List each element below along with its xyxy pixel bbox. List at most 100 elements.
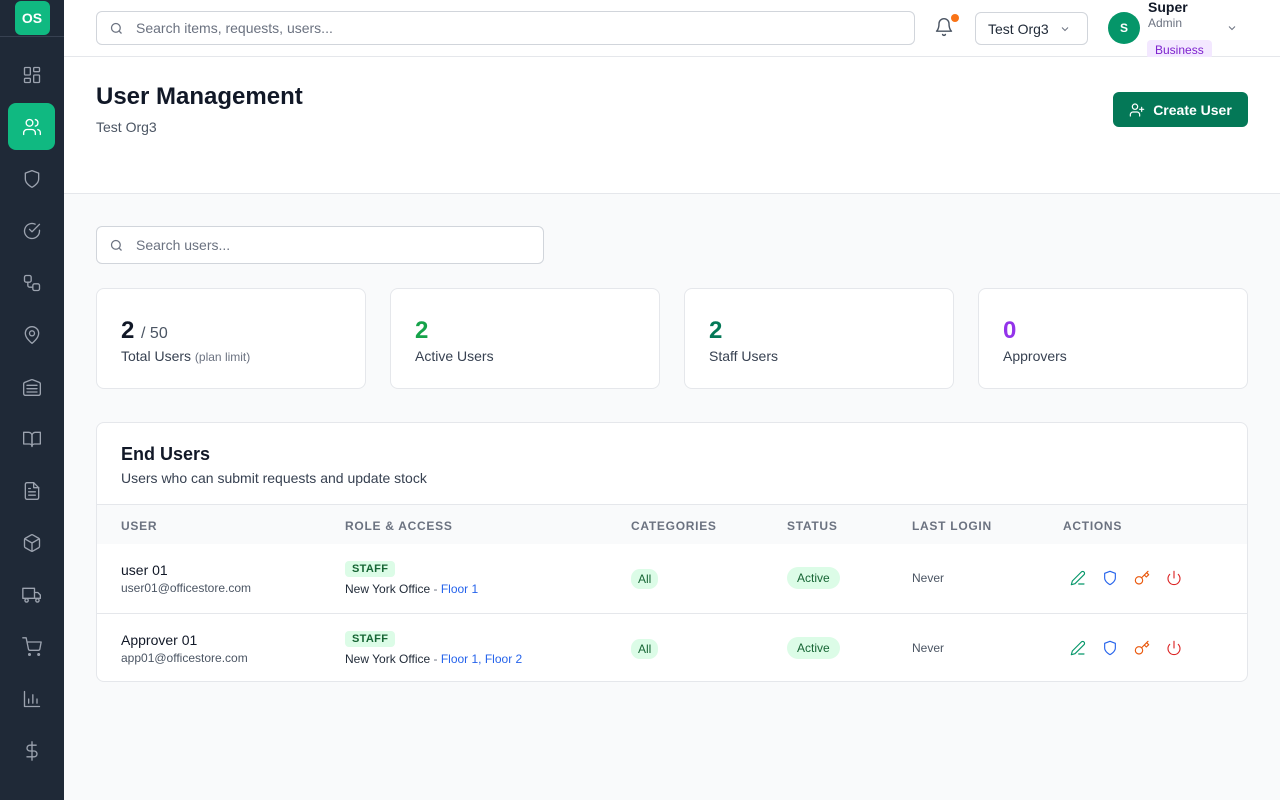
page-title: User Management — [96, 83, 303, 110]
reset-password-button[interactable] — [1133, 639, 1151, 657]
deactivate-button[interactable] — [1165, 639, 1183, 657]
shield-icon — [1104, 570, 1116, 586]
plan-badge: Business — [1147, 40, 1212, 59]
page-header: User Management Test Org3 Create User — [64, 57, 1280, 194]
categories-cell: All — [631, 639, 659, 659]
avatar[interactable]: S — [1108, 12, 1140, 44]
package-icon — [23, 533, 40, 552]
end-users-card: End Users Users who can submit requests … — [96, 422, 1248, 682]
sidebar-item-locations[interactable] — [8, 311, 55, 358]
floor-list: Floor 1 — [440, 582, 479, 596]
search-icon — [110, 239, 122, 251]
sidebar-item-users[interactable] — [8, 103, 55, 150]
app-logo[interactable]: OS — [14, 1, 50, 35]
user-name: user 01 — [121, 562, 168, 578]
org-selector[interactable]: Test Org3 — [975, 12, 1088, 45]
sidebar-item-workflow[interactable] — [8, 259, 55, 306]
chevron-down-icon — [1061, 26, 1069, 31]
approvers-label: Approvers — [1003, 348, 1067, 364]
user-name: Approver 01 — [121, 632, 198, 648]
sidebar-item-deliveries[interactable] — [8, 571, 55, 618]
sidebar-item-documents[interactable] — [8, 467, 55, 514]
stat-total-users: 2 / 50 Total Users (plan limit) — [96, 288, 366, 389]
global-search-input[interactable] — [136, 20, 861, 36]
categories-cell: All — [631, 569, 659, 589]
table-row[interactable]: user 01 user01@officestore.com STAFF New… — [97, 544, 1247, 613]
user-email: user01@officestore.com — [121, 581, 252, 595]
location: New York Office - Floor 1 — [345, 582, 478, 596]
sidebar-item-warehouse[interactable] — [8, 363, 55, 410]
create-user-label: Create User — [1153, 101, 1232, 118]
total-users-label: Total Users — [121, 348, 192, 364]
column-header-actions: ACTIONS — [1063, 519, 1123, 533]
edit-user-button[interactable] — [1069, 639, 1087, 657]
permissions-button[interactable] — [1101, 639, 1119, 657]
sidebar-item-security[interactable] — [8, 155, 55, 202]
total-users-value: 2 — [121, 317, 135, 344]
column-header-user[interactable]: USER — [121, 519, 158, 533]
sidebar-item-orders[interactable] — [8, 623, 55, 670]
pencil-icon — [1070, 640, 1086, 656]
stat-staff-users: 2 Staff Users — [684, 288, 954, 389]
office-name: New York Office — [345, 582, 431, 596]
card-description: Users who can submit requests and update… — [121, 470, 427, 486]
categories-badge: All — [631, 639, 659, 659]
user-search-input[interactable] — [136, 237, 527, 253]
location: New York Office - Floor 1, Floor 2 — [345, 652, 522, 666]
last-login: Never — [912, 571, 945, 585]
global-search[interactable] — [96, 11, 915, 45]
user-menu-toggle[interactable] — [1226, 21, 1238, 39]
location-separator: - — [430, 582, 441, 596]
deactivate-button[interactable] — [1165, 569, 1183, 587]
user-role: Admin — [1148, 16, 1183, 30]
column-header-role[interactable]: ROLE & ACCESS — [345, 519, 453, 533]
categories-badge: All — [631, 569, 659, 589]
warehouse-icon — [22, 378, 41, 396]
power-icon — [1167, 640, 1181, 656]
sidebar-item-approvals[interactable] — [8, 207, 55, 254]
check-circle-icon — [23, 222, 40, 239]
sidebar-item-catalog[interactable] — [8, 415, 55, 462]
sidebar-item-reports[interactable] — [8, 675, 55, 722]
permissions-button[interactable] — [1101, 569, 1119, 587]
org-selector-value: Test Org3 — [988, 20, 1049, 37]
user-search[interactable] — [96, 226, 544, 264]
users-icon — [22, 118, 41, 135]
pencil-icon — [1070, 570, 1086, 586]
user-name[interactable]: Super — [1148, 0, 1188, 15]
shield-icon — [1104, 640, 1116, 656]
workflow-icon — [23, 274, 40, 291]
role-cell: STAFF New York Office - Floor 1 — [345, 559, 478, 596]
user-cell: Approver 01 app01@officestore.com — [121, 632, 248, 665]
column-header-categories[interactable]: CATEGORIES — [631, 519, 717, 533]
table-row[interactable]: Approver 01 app01@officestore.com STAFF … — [97, 613, 1247, 681]
status-badge: Active — [787, 637, 840, 659]
sidebar: OS — [0, 0, 64, 800]
sidebar-item-billing[interactable] — [8, 727, 55, 774]
dollar-icon — [25, 740, 38, 761]
card-title: End Users — [121, 444, 211, 464]
dashboard-icon — [23, 66, 40, 83]
key-icon — [1134, 570, 1150, 585]
page-subtitle: Test Org3 — [96, 119, 157, 135]
active-users-value: 2 — [415, 317, 429, 344]
search-icon — [110, 22, 122, 34]
plan-limit-value: / 50 — [141, 325, 168, 342]
bar-chart-icon — [23, 690, 40, 707]
column-header-last-login[interactable]: LAST LOGIN — [912, 519, 992, 533]
user-email: app01@officestore.com — [121, 651, 248, 665]
create-user-button[interactable]: Create User — [1113, 92, 1248, 127]
edit-user-button[interactable] — [1069, 569, 1087, 587]
sidebar-item-dashboard[interactable] — [8, 51, 55, 98]
shield-icon — [24, 169, 39, 188]
stat-value: 2 / 50 — [121, 317, 168, 345]
role-cell: STAFF New York Office - Floor 1, Floor 2 — [345, 629, 522, 666]
stat-active-users: 2 Active Users — [390, 288, 660, 389]
floor-list: Floor 1, Floor 2 — [440, 652, 523, 666]
notifications-button[interactable] — [934, 14, 959, 39]
reset-password-button[interactable] — [1133, 569, 1151, 587]
sidebar-item-inventory[interactable] — [8, 519, 55, 566]
column-header-status[interactable]: STATUS — [787, 519, 838, 533]
cart-icon — [21, 636, 42, 656]
role-badge: STAFF — [345, 631, 396, 647]
